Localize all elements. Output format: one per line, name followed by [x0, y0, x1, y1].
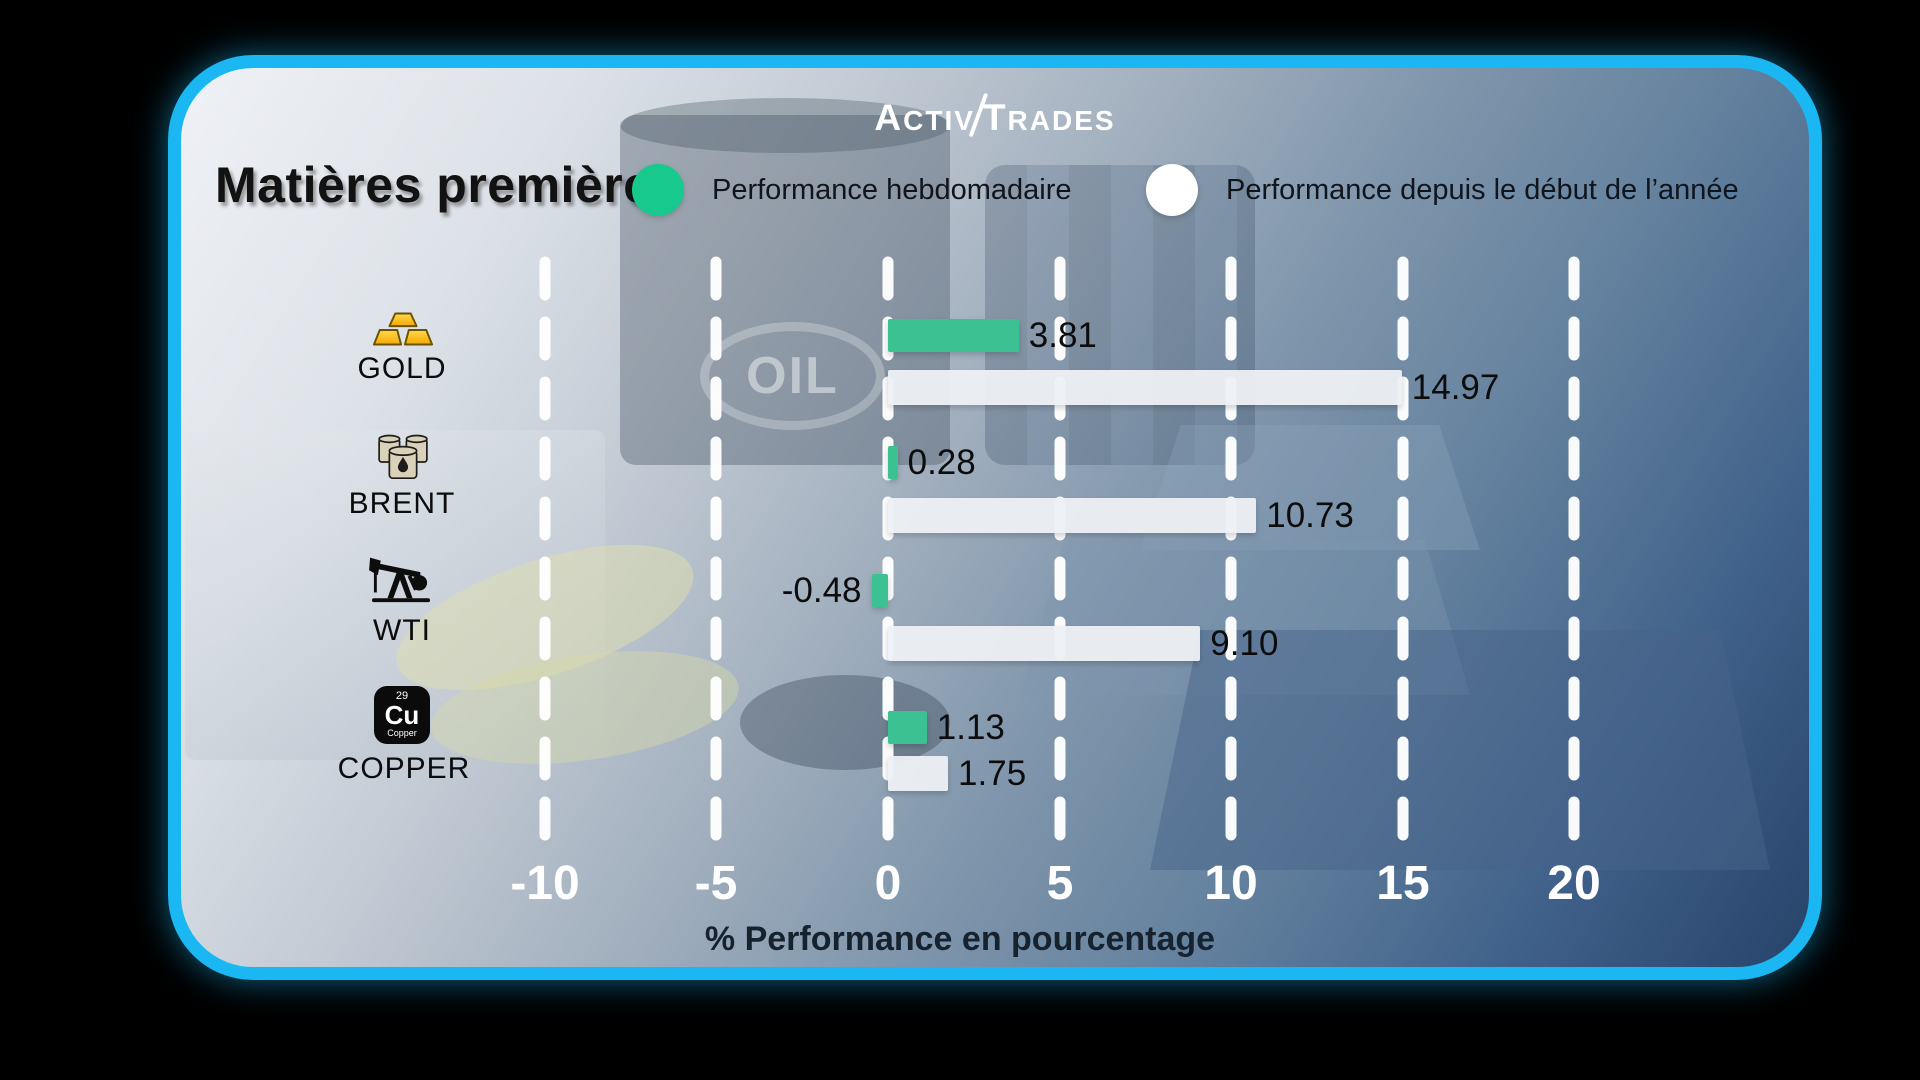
activtrades-logo: A CTIV T RADES [874, 92, 1116, 138]
logo-text: RADES [1007, 105, 1116, 136]
wti-weekly-bar [871, 574, 888, 607]
legend-item-ytd: Performance depuis le début de l’année [1146, 164, 1739, 216]
logo-text: A [874, 97, 904, 138]
x-tick: 10 [1204, 857, 1258, 910]
legend-label: Performance depuis le début de l’année [1226, 173, 1739, 206]
copper-ytd-bar [888, 756, 949, 791]
copper-weekly-value: 1.13 [936, 707, 1005, 747]
ytd-legend-dot-icon [1146, 164, 1198, 216]
page-title: Matières premières [215, 157, 680, 213]
category-label-copper: COPPER [337, 752, 471, 785]
wti-ytd-value: 9.10 [1210, 623, 1279, 663]
copper-weekly-bar-row: 1.13 [0, 708, 1920, 747]
brent-ytd-bar [888, 498, 1257, 533]
copper-symbol: Cu [384, 699, 420, 730]
legend-item-weekly: Performance hebdomadaire [632, 164, 1071, 216]
x-tick: 20 [1547, 857, 1601, 910]
brent-weekly-bar-row: 0.28 [0, 443, 1920, 482]
decor-shape [985, 165, 1255, 465]
logo-text: T [982, 97, 1008, 138]
copper-ytd-bar-row: 1.75 [0, 753, 1920, 793]
copper-atomic-number: 29 [395, 689, 409, 702]
copper-ytd-value: 1.75 [958, 753, 1027, 793]
category-label-gold: GOLD [357, 352, 447, 385]
gold-weekly-bar-row: 3.81 [0, 316, 1920, 355]
gold-bars-icon [372, 312, 434, 346]
brent-weekly-bar [888, 446, 898, 479]
wti-weekly-value: -0.48 [781, 570, 862, 610]
brent-weekly-value: 0.28 [907, 442, 976, 482]
decor-shape [620, 98, 950, 153]
x-tick: -5 [694, 857, 738, 910]
brent-ytd-bar-row: 10.73 [0, 495, 1920, 535]
oil-watermark: OIL [700, 322, 885, 430]
decor-shape [1150, 630, 1770, 870]
x-tick: -10 [510, 857, 580, 910]
legend-label: Performance hebdomadaire [712, 173, 1072, 206]
wti-weekly-bar-row: -0.48 [0, 571, 1920, 610]
oil-barrels-icon [378, 434, 428, 480]
copper-element-icon: 29 Cu Copper [374, 686, 430, 744]
gold-ytd-value: 14.97 [1411, 367, 1500, 407]
x-tick: 15 [1376, 857, 1430, 910]
copper-name: Copper [387, 728, 417, 739]
gold-ytd-bar-row: 14.97 [0, 367, 1920, 407]
copper-weekly-bar [888, 711, 927, 744]
wti-ytd-bar-row: 9.10 [0, 623, 1920, 663]
wti-ytd-bar [888, 626, 1201, 661]
brent-ytd-value: 10.73 [1266, 495, 1354, 535]
pumpjack-icon [369, 557, 430, 603]
x-axis-title: % Performance en pourcentage [704, 920, 1216, 958]
logo-text: CTIV [903, 105, 975, 136]
category-label-brent: BRENT [348, 487, 456, 520]
x-tick: 0 [874, 857, 902, 910]
x-tick: 5 [1046, 857, 1074, 910]
oil-watermark-text: OIL [746, 347, 839, 405]
weekly-legend-dot-icon [632, 164, 684, 216]
gold-ytd-bar [888, 370, 1402, 405]
gold-weekly-value: 3.81 [1028, 315, 1097, 355]
category-label-wti: WTI [373, 614, 431, 647]
chart-card: OIL [168, 55, 1822, 980]
gold-weekly-bar [888, 319, 1019, 352]
